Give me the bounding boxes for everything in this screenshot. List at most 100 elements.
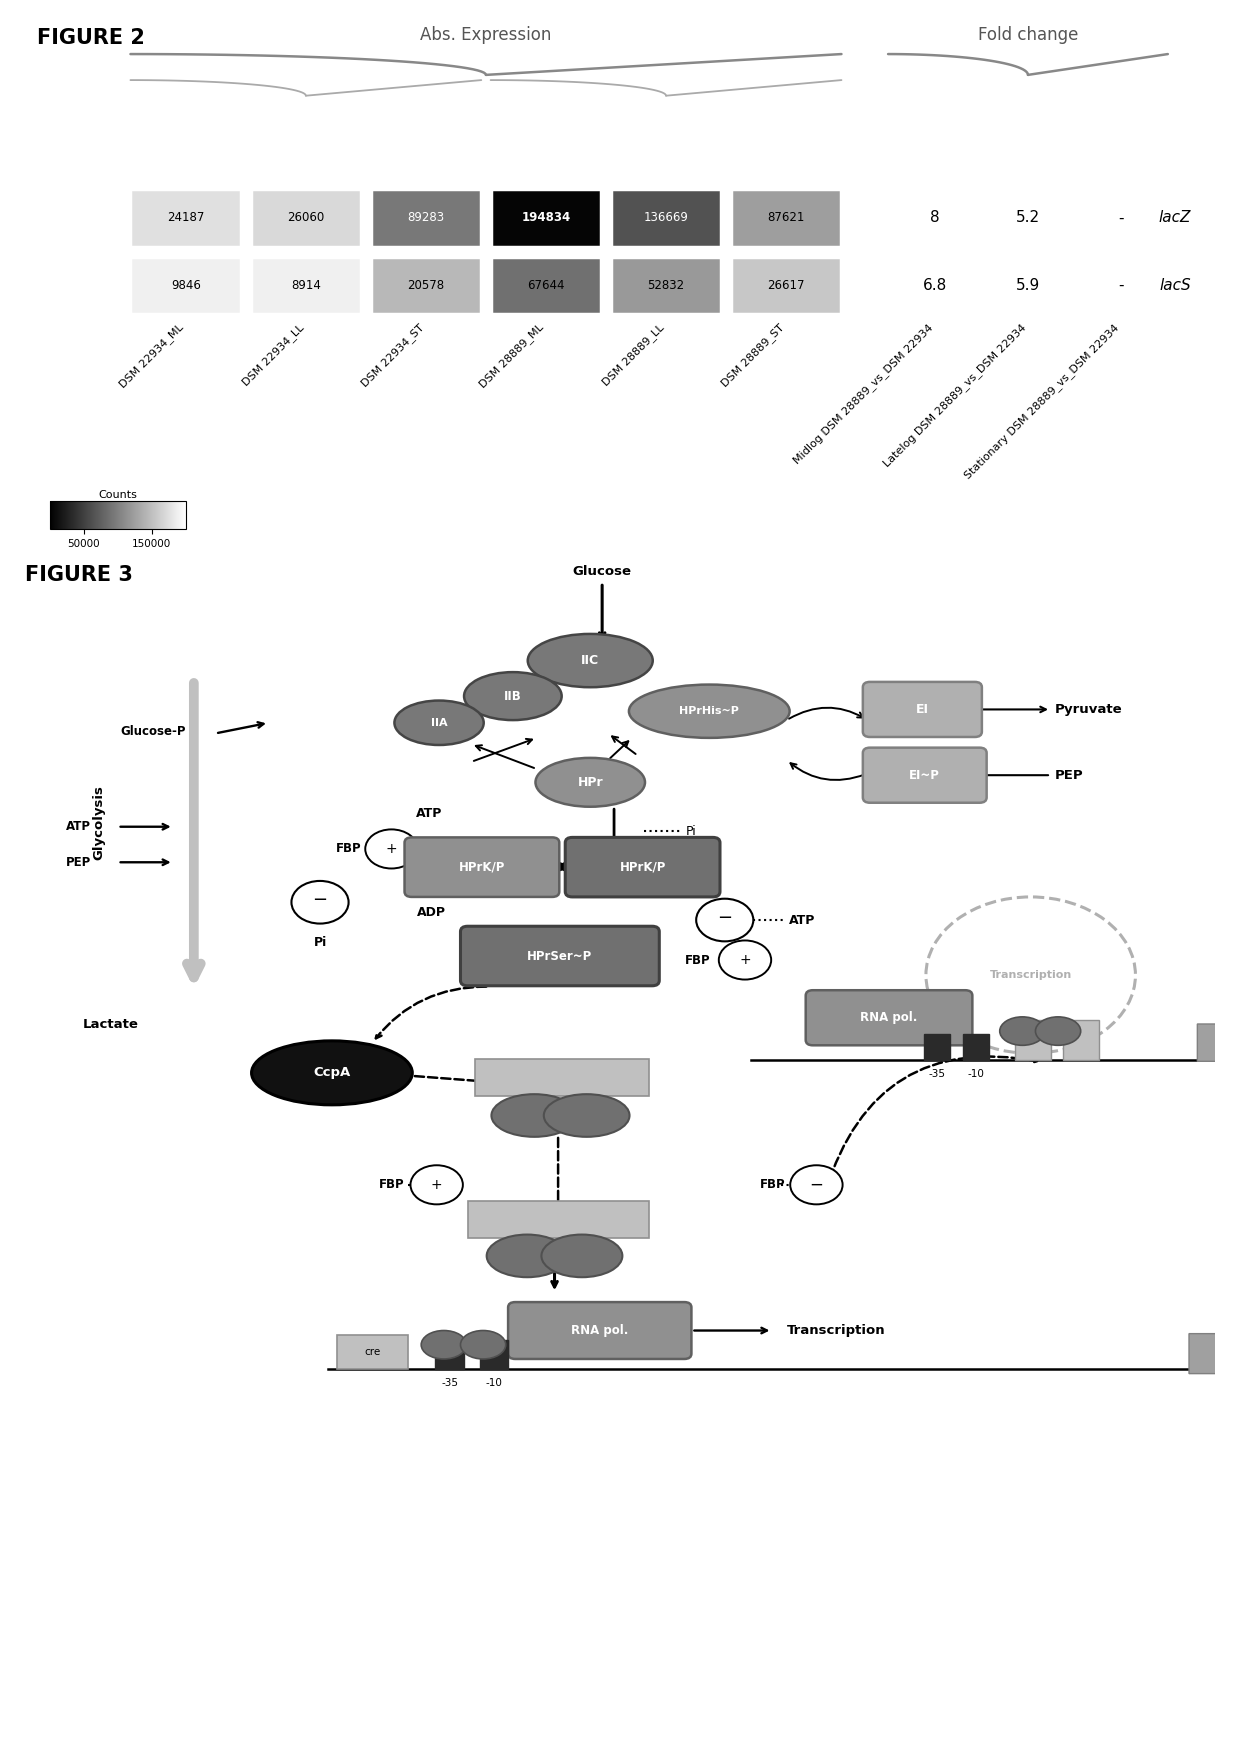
Text: FIGURE 2: FIGURE 2 xyxy=(37,28,145,48)
Ellipse shape xyxy=(486,1235,568,1277)
Text: PEP: PEP xyxy=(1054,769,1083,781)
Text: 9846: 9846 xyxy=(171,279,201,293)
Text: −: − xyxy=(810,1177,823,1194)
Text: Lactate: Lactate xyxy=(83,1018,139,1032)
Text: -10: -10 xyxy=(967,1069,985,1080)
Text: 24187: 24187 xyxy=(167,212,205,224)
Text: ATP: ATP xyxy=(789,914,816,926)
Text: 8914: 8914 xyxy=(291,279,321,293)
FancyArrow shape xyxy=(1198,1018,1240,1067)
Text: Transcription: Transcription xyxy=(990,970,1071,981)
Text: FBP: FBP xyxy=(336,843,361,856)
Text: Glucose: Glucose xyxy=(573,564,631,579)
Bar xyxy=(130,189,241,247)
Text: DSM 28889_LL: DSM 28889_LL xyxy=(600,323,666,388)
Text: DSM 28889_ML: DSM 28889_ML xyxy=(477,323,546,390)
Bar xyxy=(480,1341,508,1369)
Ellipse shape xyxy=(542,1235,622,1277)
Circle shape xyxy=(696,898,754,942)
FancyBboxPatch shape xyxy=(863,683,982,737)
FancyBboxPatch shape xyxy=(508,1302,692,1358)
Text: Abs. Expression: Abs. Expression xyxy=(420,26,552,44)
Text: Midlog DSM 28889_vs_DSM 22934: Midlog DSM 28889_vs_DSM 22934 xyxy=(791,323,935,466)
Bar xyxy=(130,258,241,314)
Text: 5.9: 5.9 xyxy=(1016,279,1040,293)
Bar xyxy=(250,258,361,314)
Text: Pyruvate: Pyruvate xyxy=(1054,702,1122,716)
Ellipse shape xyxy=(252,1041,412,1104)
FancyBboxPatch shape xyxy=(404,838,559,896)
Bar xyxy=(730,189,842,247)
Ellipse shape xyxy=(999,1016,1045,1046)
Bar xyxy=(435,1341,464,1369)
Text: ADP: ADP xyxy=(418,907,446,919)
Bar xyxy=(491,258,601,314)
Ellipse shape xyxy=(394,700,484,744)
Bar xyxy=(610,189,722,247)
Text: Fold change: Fold change xyxy=(978,26,1078,44)
Text: 89283: 89283 xyxy=(408,212,444,224)
Ellipse shape xyxy=(1035,1016,1081,1046)
Text: FBP: FBP xyxy=(378,1178,404,1191)
Text: ATP: ATP xyxy=(66,820,91,833)
Text: -: - xyxy=(1118,210,1123,226)
Text: FBP: FBP xyxy=(684,954,711,967)
Text: HPr: HPr xyxy=(578,776,603,789)
Text: lacS: lacS xyxy=(1159,279,1192,293)
Bar xyxy=(924,1034,950,1060)
Text: Pi: Pi xyxy=(314,935,326,949)
FancyArrow shape xyxy=(1189,1328,1240,1379)
Ellipse shape xyxy=(544,1094,630,1136)
Bar xyxy=(1016,1020,1052,1060)
Text: DSM 22934_ML: DSM 22934_ML xyxy=(118,323,186,390)
FancyBboxPatch shape xyxy=(806,990,972,1046)
Text: PEP: PEP xyxy=(66,856,91,868)
Bar xyxy=(371,258,481,314)
Circle shape xyxy=(291,880,348,924)
Polygon shape xyxy=(0,0,1240,101)
FancyBboxPatch shape xyxy=(467,1201,649,1238)
Text: 26617: 26617 xyxy=(768,279,805,293)
Ellipse shape xyxy=(629,684,790,737)
Text: 136669: 136669 xyxy=(644,212,688,224)
Text: -: - xyxy=(1118,279,1123,293)
Bar xyxy=(610,258,722,314)
Text: CcpA: CcpA xyxy=(314,1067,351,1080)
Text: cre: cre xyxy=(365,1348,381,1357)
Text: HPrK/P: HPrK/P xyxy=(620,861,666,873)
Bar xyxy=(962,1034,990,1060)
Ellipse shape xyxy=(464,672,562,720)
Circle shape xyxy=(410,1166,463,1205)
Text: EI~P: EI~P xyxy=(909,769,940,781)
Text: RNA pol.: RNA pol. xyxy=(572,1325,629,1337)
Text: IIC: IIC xyxy=(582,654,599,667)
Text: HPrSer~P: HPrSer~P xyxy=(527,949,593,963)
Ellipse shape xyxy=(460,1330,506,1358)
FancyBboxPatch shape xyxy=(460,926,660,986)
Text: HPrHis~P: HPrHis~P xyxy=(680,706,739,716)
Text: 8: 8 xyxy=(930,210,940,226)
Text: 20578: 20578 xyxy=(408,279,444,293)
Text: -10: -10 xyxy=(485,1378,502,1388)
Bar xyxy=(250,189,361,247)
Text: HPrK/P: HPrK/P xyxy=(459,861,505,873)
Circle shape xyxy=(366,829,418,868)
Text: ATP: ATP xyxy=(417,806,443,820)
Text: IIB: IIB xyxy=(503,690,522,702)
Text: Pi: Pi xyxy=(686,826,696,838)
Text: +: + xyxy=(739,953,750,967)
Text: −: − xyxy=(312,891,327,910)
Text: +: + xyxy=(386,841,397,856)
Text: 87621: 87621 xyxy=(768,212,805,224)
Ellipse shape xyxy=(528,633,652,688)
Text: FBP: FBP xyxy=(760,1178,785,1191)
Text: -35: -35 xyxy=(929,1069,945,1080)
Text: FIGURE 3: FIGURE 3 xyxy=(25,564,133,584)
Text: 67644: 67644 xyxy=(527,279,564,293)
Text: Stationary DSM 28889_vs_DSM 22934: Stationary DSM 28889_vs_DSM 22934 xyxy=(962,323,1121,482)
Ellipse shape xyxy=(422,1330,466,1358)
Ellipse shape xyxy=(536,759,645,806)
Bar xyxy=(491,189,601,247)
Circle shape xyxy=(719,940,771,979)
Ellipse shape xyxy=(491,1094,577,1136)
